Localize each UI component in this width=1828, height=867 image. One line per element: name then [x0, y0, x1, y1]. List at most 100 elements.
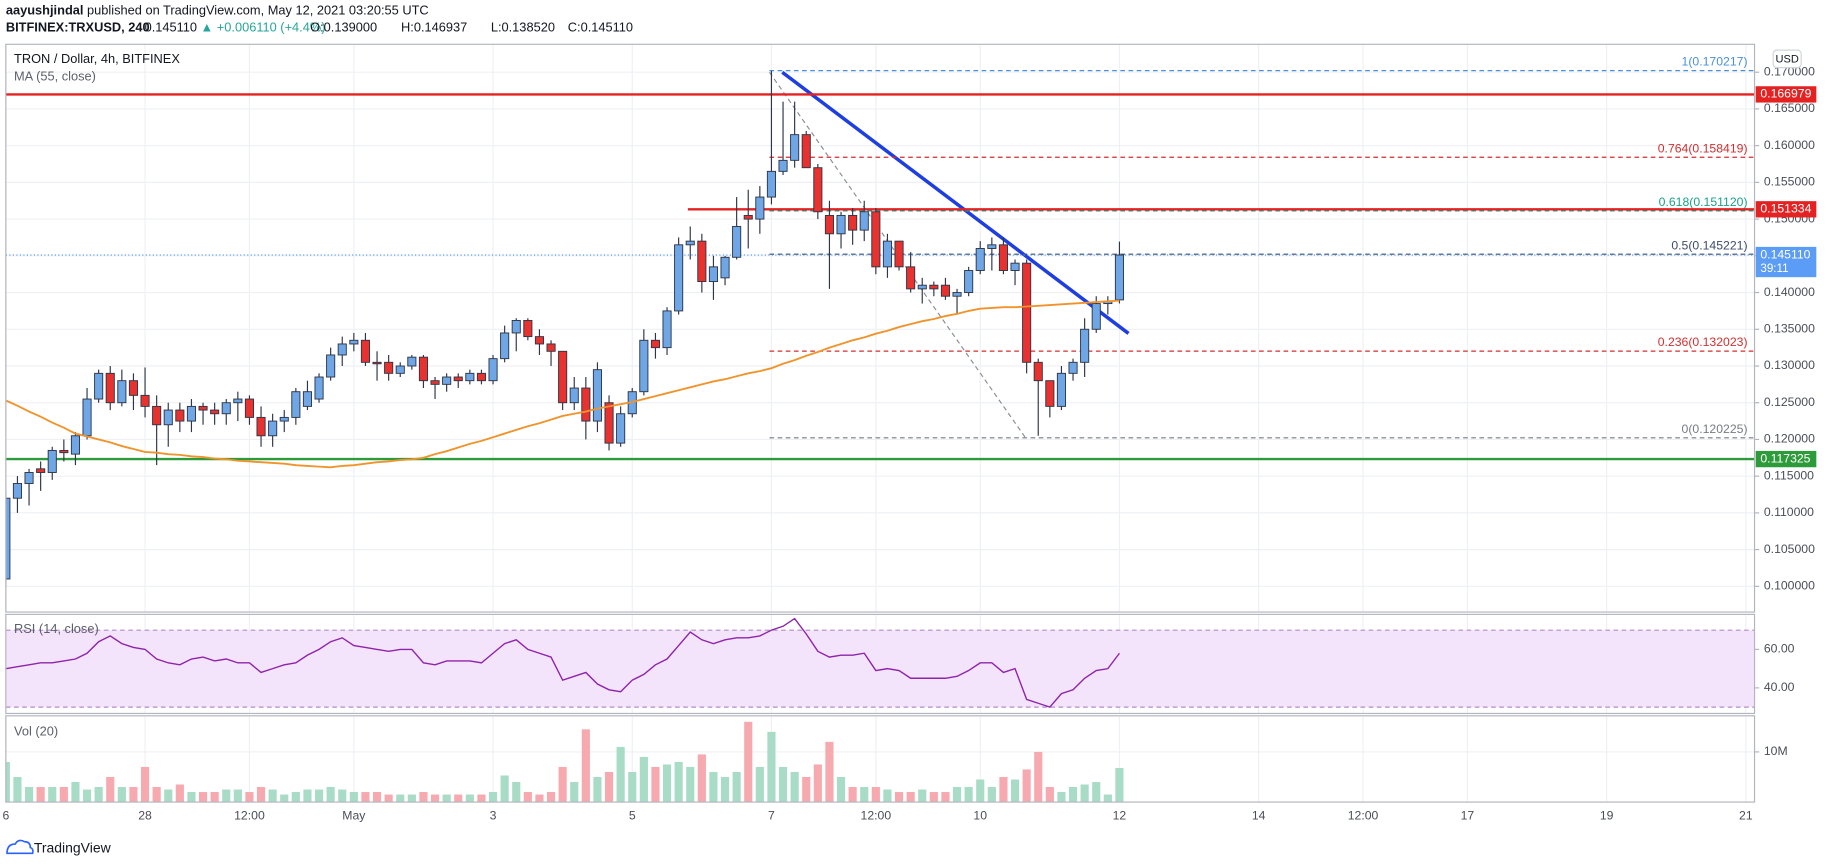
candle-body — [418, 356, 428, 382]
volume-bar — [964, 787, 973, 803]
candle-body — [24, 472, 34, 484]
fib-label: 0.764(0.158419) — [1658, 141, 1748, 155]
volume-bar — [326, 787, 335, 803]
volume-bar — [1103, 794, 1112, 803]
volume-bar — [848, 787, 857, 803]
volume-bar — [860, 787, 869, 803]
candle-body — [326, 354, 336, 378]
candle-body — [395, 365, 405, 374]
candle-body — [256, 416, 266, 437]
volume-bar — [256, 787, 266, 803]
x-tick-label: 6 — [2, 808, 9, 822]
volume-bar — [755, 766, 764, 803]
volume-bar — [616, 746, 625, 803]
volume-bar — [720, 776, 730, 803]
x-tick-label: 19 — [1600, 808, 1614, 822]
candle-body — [813, 167, 823, 213]
x-tick-label: 14 — [1252, 808, 1266, 822]
candle-body — [859, 211, 869, 231]
x-tick-label: 12:00 — [1348, 808, 1379, 822]
volume-bar — [639, 756, 648, 803]
volume-bar — [465, 794, 474, 803]
candle-body — [546, 343, 556, 352]
volume-title: Vol (20) — [14, 724, 58, 739]
candle-body — [1056, 372, 1066, 407]
x-tick-label: 12:00 — [861, 808, 892, 822]
chart-title: TRON / Dollar, 4h, BITFINEX — [14, 51, 180, 66]
candle-body — [674, 244, 684, 312]
x-tick-label: May — [342, 808, 366, 822]
volume-pane — [5, 721, 1124, 803]
volume-bar — [1115, 767, 1124, 803]
legend-entry: MA (55, close) — [14, 68, 96, 83]
candle-body — [36, 468, 46, 473]
volume-bar — [535, 794, 544, 803]
level-label-box — [1755, 86, 1817, 103]
volume-bar — [546, 792, 556, 803]
candle-body — [639, 339, 649, 393]
y-tick-label: 60.00 — [1764, 642, 1795, 656]
volume-bar — [372, 792, 382, 803]
candle-body — [569, 387, 579, 404]
volume-bar — [430, 794, 440, 803]
volume-bar — [674, 761, 683, 803]
volume-bar — [140, 766, 150, 803]
volume-bar — [662, 764, 672, 803]
candle-body — [581, 387, 591, 422]
candle-body — [534, 336, 544, 345]
volume-bar — [175, 784, 184, 803]
volume-bar — [106, 776, 115, 803]
candle-body — [824, 214, 834, 235]
candle-body — [372, 361, 382, 365]
volume-bar — [581, 729, 590, 803]
volume-bar — [732, 771, 741, 803]
volume-bar — [883, 789, 892, 803]
low: L:0.138520 — [491, 19, 555, 34]
candle-body — [152, 405, 162, 426]
volume-bar — [59, 787, 68, 803]
y-tick-label: 0.130000 — [1764, 358, 1815, 372]
candle-body — [882, 240, 892, 268]
candle-body — [453, 376, 463, 382]
x-tick-label: 21 — [1739, 808, 1753, 822]
x-tick-label: 5 — [629, 808, 636, 822]
volume-bar — [871, 787, 880, 803]
volume-bar — [71, 782, 80, 803]
level-label: 0.151334 — [1760, 202, 1811, 216]
volume-bar — [36, 787, 45, 803]
volume-bar — [303, 789, 312, 803]
volume-bar — [361, 792, 370, 803]
logo-icon — [6, 839, 34, 855]
volume-bar — [999, 776, 1008, 803]
volume-bar — [210, 792, 219, 803]
candle-body — [778, 159, 788, 172]
candle-body — [221, 402, 231, 415]
candle-body — [407, 356, 417, 367]
candle-body — [233, 398, 243, 404]
volume-bar — [709, 771, 718, 803]
candle-body — [117, 380, 127, 404]
volume-bar — [1057, 792, 1066, 803]
candle-body — [279, 416, 289, 422]
currency[interactable]: USD — [1775, 53, 1798, 65]
candle-body — [384, 361, 394, 374]
volume-bar — [477, 794, 486, 803]
volume-bar — [628, 771, 637, 803]
candle-body — [708, 266, 718, 282]
candle-body — [766, 170, 776, 198]
candle-body — [917, 284, 927, 290]
volume-bar — [129, 787, 138, 803]
volume-bar — [686, 766, 695, 803]
close: C:0.145110 — [568, 19, 633, 34]
volume-bar — [1034, 751, 1043, 803]
candle-body — [314, 376, 324, 400]
volume-bar — [952, 787, 962, 803]
currency-button[interactable] — [1772, 49, 1802, 69]
candle-body — [743, 214, 753, 220]
rsi-band — [5, 630, 1755, 708]
candle-body — [836, 214, 846, 235]
volume-bar — [164, 789, 173, 803]
y-tick-label: 0.125000 — [1764, 395, 1815, 409]
